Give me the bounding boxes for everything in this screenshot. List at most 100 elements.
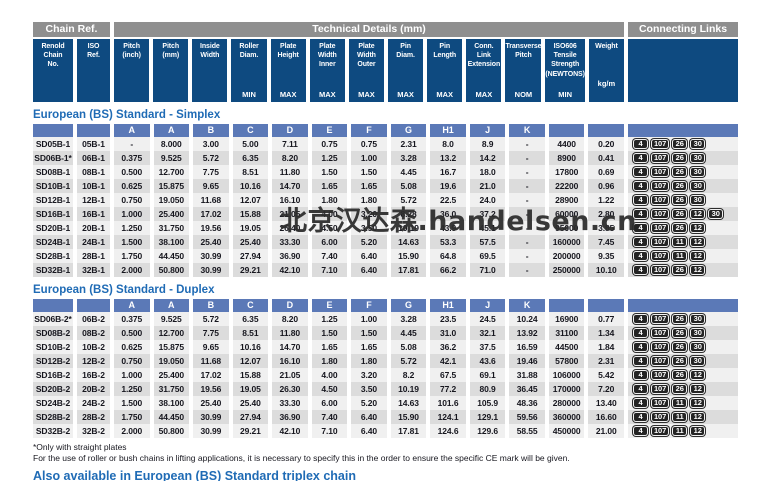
connecting-link-badge: 26 [672, 384, 688, 394]
column-title: Plate Width Outer [356, 43, 376, 69]
value-cell: - [509, 193, 545, 207]
value-cell: 5.72 [193, 151, 229, 165]
value-cell: 15.875 [153, 179, 190, 193]
connecting-link-badge: 4 [632, 265, 648, 275]
value-cell: 42.1 [430, 354, 466, 368]
connecting-links-cell: 4 107 26 12 [627, 263, 738, 277]
value-cell: 31.88 [509, 368, 545, 382]
table-row: SD16B-1 16B-1 1.000 25.400 17.02 15.88 21.05 4.… [33, 207, 738, 221]
value-cell: 66.2 [430, 263, 466, 277]
value-cell: 44.450 [153, 249, 190, 263]
value-cell: 3.00 [193, 137, 229, 151]
connecting-link-badge: 26 [672, 181, 688, 191]
connecting-link-badge: 4 [632, 139, 648, 149]
value-cell: 1.34 [588, 326, 624, 340]
value-cell: 1.750 [114, 249, 150, 263]
table-row: SD06B-1* 06B-1 0.375 9.525 5.72 6.35 8.20 1.25 1… [33, 151, 738, 165]
value-cell: 0.500 [114, 165, 150, 179]
value-cell: 1.500 [114, 396, 150, 410]
value-cell: 31.0 [430, 326, 466, 340]
value-cell: 27.94 [232, 410, 269, 424]
connecting-link-badge: 12 [690, 209, 706, 219]
table-row: SD20B-1 20B-1 1.250 31.750 19.56 19.05 26.40 4.… [33, 221, 738, 235]
column-letter: J [469, 299, 506, 312]
value-cell: 22.5 [430, 193, 466, 207]
value-cell: 67.5 [430, 368, 466, 382]
value-cell: 16.59 [509, 340, 545, 354]
value-cell: - [509, 263, 545, 277]
value-cell: 10.16 [232, 340, 269, 354]
value-cell: 19.050 [153, 354, 190, 368]
value-cell: 10.19 [390, 382, 427, 396]
value-cell: 7.75 [193, 165, 229, 179]
value-cell: 19.46 [509, 354, 545, 368]
connecting-links-cell: 4 107 11 12 [627, 235, 738, 249]
connecting-link-badge: 26 [672, 265, 688, 275]
value-cell: 12.07 [232, 193, 269, 207]
value-cell: 48.36 [509, 396, 545, 410]
value-cell: 124.1 [430, 410, 466, 424]
value-cell: 38.100 [153, 396, 190, 410]
chain-no-cell: SD08B-2 [33, 326, 73, 340]
column-title: Pin Diam. [396, 43, 415, 60]
chain-no-cell: SD05B-1 [33, 137, 73, 151]
value-cell: 30.99 [193, 424, 229, 438]
value-cell: 17800 [548, 165, 585, 179]
value-cell: 1.750 [114, 410, 150, 424]
value-cell: 7.20 [588, 382, 624, 396]
column-sub-label: MAX [358, 90, 375, 99]
column-header: Pitch (inch) [114, 39, 150, 102]
connecting-link-badge: 30 [690, 139, 706, 149]
value-cell: 8900 [548, 151, 585, 165]
value-cell: 5.08 [390, 340, 427, 354]
connecting-link-badge: 107 [650, 314, 670, 324]
column-title: Weight [595, 43, 618, 50]
connecting-link-badge: 12 [690, 384, 706, 394]
value-cell: 36.2 [430, 340, 466, 354]
value-cell: 1.80 [311, 193, 348, 207]
value-cell: 3.28 [390, 151, 427, 165]
iso-ref-cell: 28B-2 [77, 410, 110, 424]
value-cell: 17.81 [390, 424, 427, 438]
column-header: ISO Ref. [77, 39, 110, 102]
value-cell: 30.99 [193, 410, 229, 424]
value-cell: 17.81 [390, 263, 427, 277]
value-cell: 0.750 [114, 193, 150, 207]
value-cell: 0.625 [114, 340, 150, 354]
connecting-link-badge: 4 [632, 181, 648, 191]
chain-no-cell: SD28B-1 [33, 249, 73, 263]
value-cell: 30.99 [193, 249, 229, 263]
column-letter: A [153, 124, 190, 137]
value-cell: 23.5 [430, 312, 466, 326]
value-cell: 1.80 [351, 354, 387, 368]
value-cell: 50.800 [153, 263, 190, 277]
iso-ref-cell: 24B-1 [77, 235, 110, 249]
column-letter [77, 299, 110, 312]
connecting-link-badge: 4 [632, 153, 648, 163]
chain-no-cell: SD12B-2 [33, 354, 73, 368]
table-row: SD12B-2 12B-2 0.750 19.050 11.68 12.07 16.10 1.… [33, 354, 738, 368]
chain-data-table: Chain Ref. Technical Details (mm) Connec… [33, 22, 738, 481]
column-title: Pitch (mm) [162, 43, 180, 60]
chain-no-cell: SD10B-2 [33, 340, 73, 354]
connecting-links-cell: 4 107 11 12 [627, 424, 738, 438]
value-cell: 8.28 [390, 207, 427, 221]
value-cell: 4.50 [311, 382, 348, 396]
column-letter: E [311, 124, 348, 137]
footnote-straight-plates: *Only with straight plates [33, 442, 127, 452]
column-letter [588, 124, 624, 137]
column-letter: K [509, 299, 545, 312]
connecting-link-badge: 4 [632, 195, 648, 205]
value-cell: 19.05 [232, 382, 269, 396]
chain-no-cell: SD32B-2 [33, 424, 73, 438]
connecting-link-badge: 4 [632, 426, 648, 436]
column-sub-label [153, 90, 188, 99]
value-cell: 25.40 [232, 396, 269, 410]
connecting-link-badge: 107 [650, 153, 670, 163]
column-title: Conn. Link Extension [467, 43, 501, 69]
chain-no-cell: SD24B-1 [33, 235, 73, 249]
value-cell: 0.75 [311, 137, 348, 151]
connecting-link-badge: 26 [672, 328, 688, 338]
value-cell: 38.100 [153, 235, 190, 249]
